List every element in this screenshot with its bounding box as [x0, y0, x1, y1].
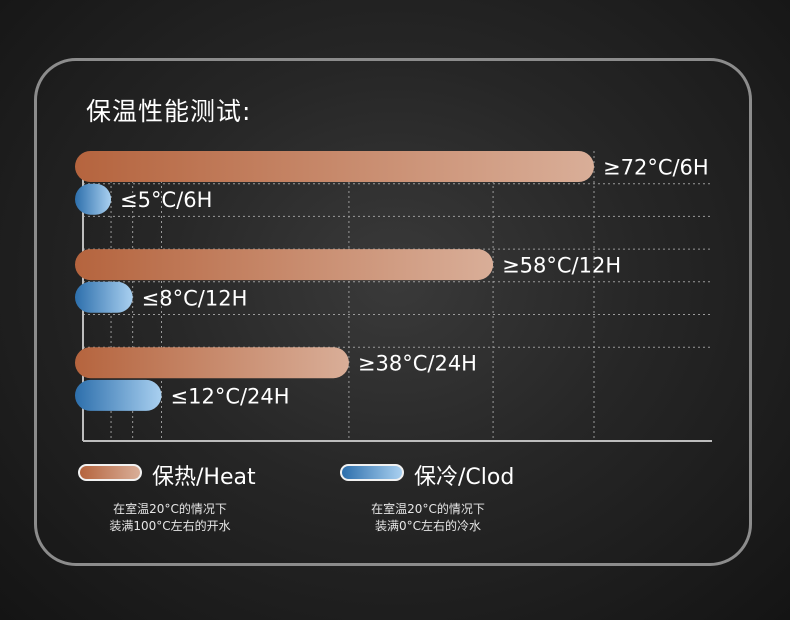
legend-cold-swatch [340, 464, 404, 481]
bar-heat-4 [75, 347, 349, 379]
cold-note-line-2: 装满0°C左右的冷水 [374, 519, 481, 533]
heat-note: 在室温20°C的情况下 装满100°C左右的开水 [70, 501, 270, 535]
bar-label-cold-1: ≤5°C/6H [120, 188, 212, 212]
legend-heat-label: 保热/Heat [152, 465, 256, 490]
bar-cold-1 [75, 183, 112, 215]
heat-note-line-1: 在室温20°C的情况下 [113, 502, 227, 516]
legend-heat-swatch [78, 464, 142, 481]
cold-note-line-1: 在室温20°C的情况下 [371, 502, 485, 516]
chart-title: 保温性能测试: [86, 97, 252, 126]
bar-heat-2 [75, 249, 494, 281]
heat-note-line-2: 装满100°C左右的开水 [109, 519, 231, 533]
chart-panel [34, 58, 752, 566]
bar-cold-5 [75, 379, 162, 411]
bar-label-heat-2: ≥58°C/12H [502, 254, 621, 278]
legend-cold-label: 保冷/Clod [414, 465, 515, 490]
bar-label-heat-0: ≥72°C/6H [603, 156, 709, 180]
bar-cold-3 [75, 281, 133, 313]
cold-note: 在室温20°C的情况下 装满0°C左右的冷水 [328, 501, 528, 535]
bar-label-cold-5: ≤12°C/24H [171, 384, 290, 408]
bar-heat-0 [75, 151, 594, 182]
bar-label-heat-4: ≥38°C/24H [358, 352, 477, 376]
bar-label-cold-3: ≤8°C/12H [142, 286, 248, 310]
